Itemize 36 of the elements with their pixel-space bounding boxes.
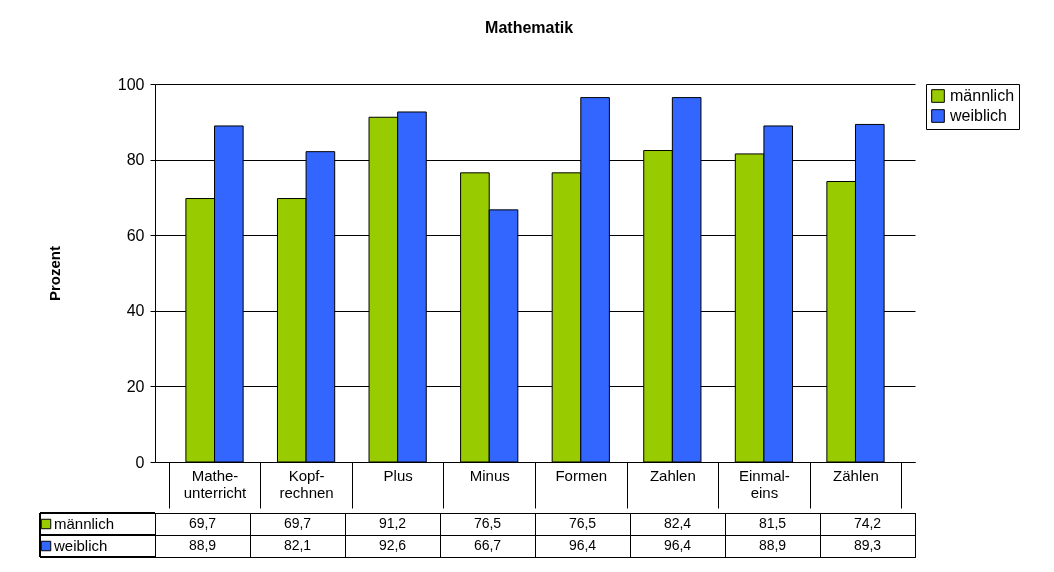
data-label: 88,9 (188, 537, 217, 553)
data-label: 96,4 (568, 537, 597, 553)
data-label: 96,4 (663, 537, 692, 553)
y-axis-title: Prozent (45, 245, 63, 302)
legend-label: männlich (54, 515, 115, 532)
data-label: 89,3 (853, 537, 882, 553)
data-label: 76,5 (568, 515, 597, 531)
data-label: 82,4 (663, 515, 692, 531)
data-label: 76,5 (473, 515, 502, 531)
data-label: 81,5 (758, 515, 787, 531)
x-tick-label: Einmal-eins (738, 466, 790, 501)
y-tick-label: 20 (126, 377, 145, 395)
x-tick-label: Plus (383, 466, 413, 484)
legend-label: weiblich (949, 107, 1007, 124)
data-label: 91,2 (378, 515, 407, 531)
data-label: 66,7 (473, 537, 502, 553)
x-tick-label: Kopf-rechnen (279, 466, 334, 501)
data-label: 88,9 (758, 537, 787, 553)
x-tick-label: Minus (469, 466, 510, 484)
data-label: 82,1 (283, 537, 312, 553)
x-tick-label: Mathe-unterricht (183, 466, 248, 501)
data-label: 69,7 (283, 515, 312, 531)
x-tick-label: Zahlen (649, 466, 696, 484)
x-tick-label: Formen (555, 466, 608, 484)
data-label: 92,6 (378, 537, 407, 553)
y-tick-label: 0 (135, 453, 145, 471)
y-tick-label: 60 (126, 226, 145, 244)
text: weiblich (54, 537, 108, 554)
data-label: 69,7 (188, 515, 217, 531)
x-tick-label: Zählen (833, 466, 879, 484)
chart-title: Mathematik (485, 19, 574, 36)
text: männlich (950, 87, 1015, 104)
y-tick-label: 40 (126, 302, 145, 320)
y-tick-label: 80 (126, 151, 145, 169)
data-label: 74,2 (853, 515, 882, 531)
y-tick-label: 100 (117, 75, 145, 93)
